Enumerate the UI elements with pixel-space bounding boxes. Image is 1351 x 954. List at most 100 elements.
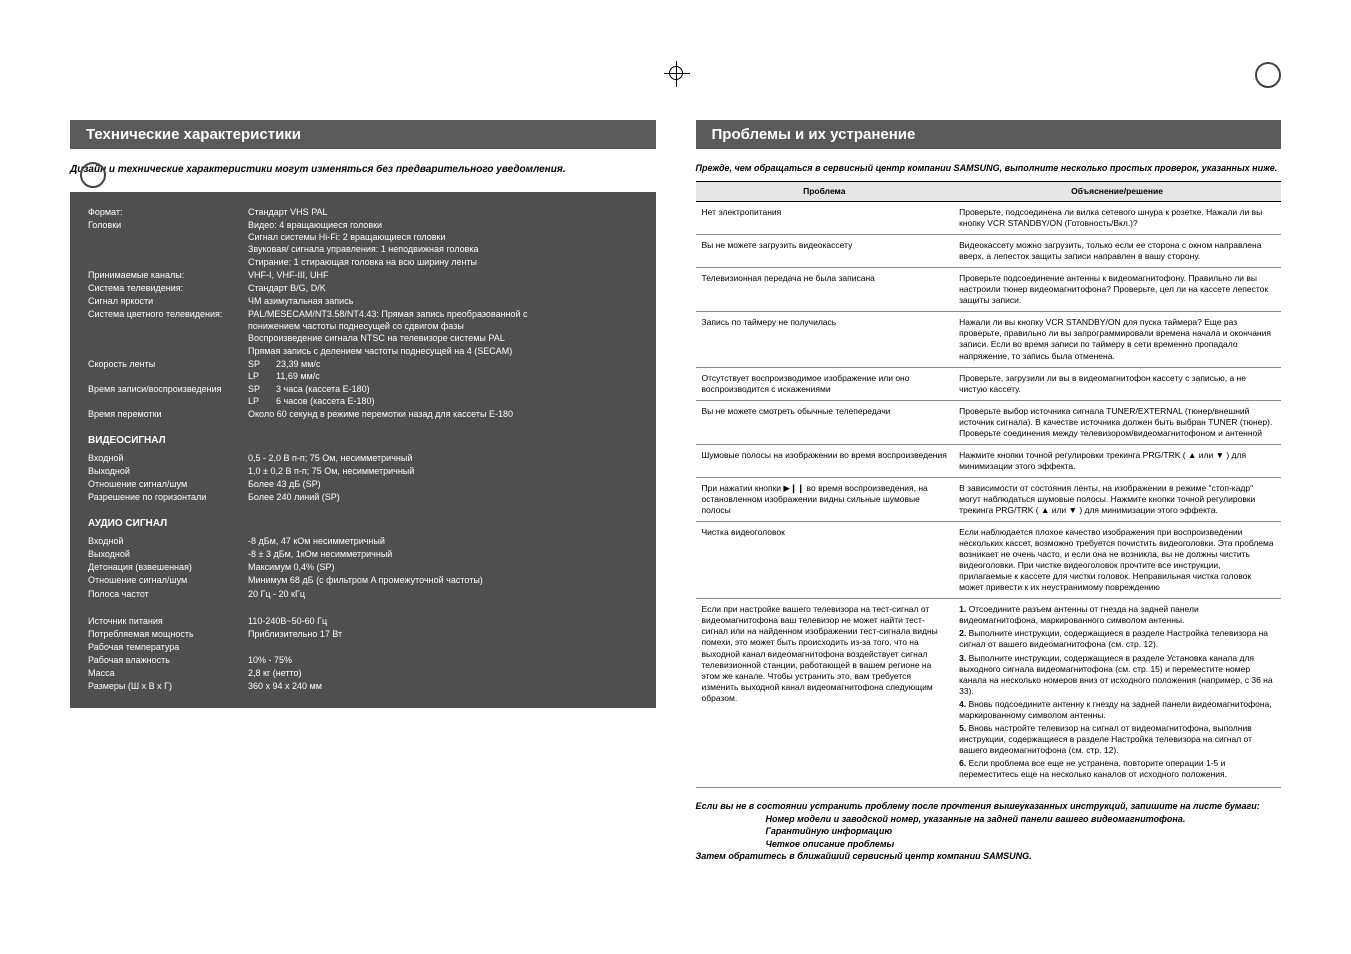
spec-value: 20 Гц - 20 кГц [248, 588, 638, 600]
problem-cell: Вы не можете загрузить видеокассету [696, 235, 954, 268]
problem-cell: Телевизионная передача не была записана [696, 268, 954, 312]
spec-value: Стандарт VHS PAL [248, 206, 638, 218]
solution-cell: Видеокассету можно загрузить, только есл… [953, 235, 1281, 268]
solution-step: 1. Отсоедините разъем антенны от гнезда … [959, 604, 1275, 626]
spec-row: Входной-8 дБм, 47 кОм несимметричный [88, 535, 638, 547]
table-row: Вы не можете загрузить видеокассетуВидео… [696, 235, 1282, 268]
problem-cell: Если при настройке вашего телевизора на … [696, 599, 954, 788]
spec-value: 360 x 94 x 240 мм [248, 680, 638, 692]
specifications-block: Формат:Стандарт VHS PALГоловкиВидео: 4 в… [70, 192, 656, 708]
table-row: Чистка видеоголовокЕсли наблюдается плох… [696, 522, 1282, 599]
spec-row: Размеры (Ш x В x Г)360 x 94 x 240 мм [88, 680, 638, 692]
solution-step: 3. Выполните инструкции, содержащиеся в … [959, 653, 1275, 697]
spec-row: ГоловкиВидео: 4 вращающиеся головкиСигна… [88, 219, 638, 268]
spec-value: 0,5 - 2,0 В п-п; 75 Ом, несимметричный [248, 452, 638, 464]
footer-line-1: Если вы не в состоянии устранить проблем… [696, 800, 1282, 813]
page-spread: Технические характеристики Дизайн и техн… [0, 0, 1351, 903]
spec-label: Масса [88, 667, 248, 679]
problem-cell: Отсутствует воспроизводимое изображение … [696, 367, 954, 400]
spec-value: ЧМ азимутальная запись [248, 295, 638, 307]
solution-cell: Проверьте, подсоединена ли вилка сетевог… [953, 202, 1281, 235]
solution-cell: Если наблюдается плохое качество изображ… [953, 522, 1281, 599]
spec-row: Выходной-8 ± 3 дБм, 1кОм несимметричный [88, 548, 638, 560]
solution-step: 6. Если проблема все еще не устранена, п… [959, 758, 1275, 780]
spec-value: SP3 часа (кассета E-180)LP6 часов (кассе… [248, 383, 638, 407]
spec-row: Потребляемая мощностьПриблизительно 17 В… [88, 628, 638, 640]
spec-row: Рабочая температура [88, 641, 638, 653]
table-row: Телевизионная передача не была записанаП… [696, 268, 1282, 312]
spec-value: Более 240 линий (SP) [248, 491, 638, 503]
problem-cell: Чистка видеоголовок [696, 522, 954, 599]
left-page: Технические характеристики Дизайн и техн… [70, 120, 656, 863]
right-header: Проблемы и их устранение [696, 120, 1282, 149]
spec-label: Отношение сигнал/шум [88, 574, 248, 586]
solution-cell: Проверьте, загрузили ли вы в видеомагнит… [953, 367, 1281, 400]
troubleshoot-intro: Прежде, чем обращаться в сервисный центр… [696, 163, 1282, 173]
spec-label: Выходной [88, 465, 248, 477]
spec-value: Около 60 секунд в режиме перемотки назад… [248, 408, 638, 420]
spec-label: Потребляемая мощность [88, 628, 248, 640]
spec-value: Максимум 0,4% (SP) [248, 561, 638, 573]
problem-cell: Вы не можете смотреть обычные телепереда… [696, 400, 954, 444]
spec-value: Более 43 дБ (SP) [248, 478, 638, 490]
spec-label: Отношение сигнал/шум [88, 478, 248, 490]
solution-cell: В зависимости от состояния ленты, на изо… [953, 477, 1281, 521]
spec-row: Система телевидения:Стандарт B/G, D/K [88, 282, 638, 294]
spec-value: VHF-I, VHF-III, UHF [248, 269, 638, 281]
spec-row: Детонация (взвешенная)Максимум 0,4% (SP) [88, 561, 638, 573]
table-row: Нет электропитанияПроверьте, подсоединен… [696, 202, 1282, 235]
table-row: Вы не можете смотреть обычные телепереда… [696, 400, 1282, 444]
spec-label: Полоса частот [88, 588, 248, 600]
spec-row: Сигнал яркостиЧМ азимутальная запись [88, 295, 638, 307]
spec-label: Разрешение по горизонтали [88, 491, 248, 503]
spec-row: Выходной1,0 ± 0,2 В п-п; 75 Ом, несиммет… [88, 465, 638, 477]
spec-label: Рабочая температура [88, 641, 248, 653]
left-header: Технические характеристики [70, 120, 656, 149]
solution-cell: 1. Отсоедините разъем антенны от гнезда … [953, 599, 1281, 788]
solution-cell: Нажмите кнопки точной регулировки трекин… [953, 444, 1281, 477]
footer-note: Если вы не в состоянии устранить проблем… [696, 800, 1282, 863]
spec-value: 2,8 кг (нетто) [248, 667, 638, 679]
problem-cell: Шумовые полосы на изображении во время в… [696, 444, 954, 477]
spec-value: SP23,39 мм/сLP11,69 мм/с [248, 358, 638, 382]
problem-cell: Запись по таймеру не получилась [696, 312, 954, 367]
footer-item: Четкое описание проблемы [766, 838, 1282, 851]
spec-value: -8 ± 3 дБм, 1кОм несимметричный [248, 548, 638, 560]
spec-label: Формат: [88, 206, 248, 218]
spec-value: -8 дБм, 47 кОм несимметричный [248, 535, 638, 547]
spec-value [248, 641, 638, 653]
spec-row: Масса2,8 кг (нетто) [88, 667, 638, 679]
spec-label: Сигнал яркости [88, 295, 248, 307]
spec-value: 10% - 75% [248, 654, 638, 666]
spec-label: Время перемотки [88, 408, 248, 420]
solution-step: 2. Выполните инструкции, содержащиеся в … [959, 628, 1275, 650]
spec-label: Головки [88, 219, 248, 268]
spec-row: Формат:Стандарт VHS PAL [88, 206, 638, 218]
spec-row: Разрешение по горизонталиБолее 240 линий… [88, 491, 638, 503]
table-row: Отсутствует воспроизводимое изображение … [696, 367, 1282, 400]
problem-cell: При нажатии кнопки ▶❙❙ во время воспроиз… [696, 477, 954, 521]
table-row: Шумовые полосы на изображении во время в… [696, 444, 1282, 477]
spec-label: Размеры (Ш x В x Г) [88, 680, 248, 692]
spec-row: Источник питания110-240В~50-60 Гц [88, 615, 638, 627]
spec-value: PAL/MESECAM/NT3.58/NT4.43: Прямая запись… [248, 308, 638, 357]
spec-row: Отношение сигнал/шумБолее 43 дБ (SP) [88, 478, 638, 490]
spec-label: Входной [88, 452, 248, 464]
troubleshoot-table: Проблема Объяснение/решение Нет электроп… [696, 181, 1282, 788]
table-row: Если при настройке вашего телевизора на … [696, 599, 1282, 788]
footer-item: Гарантийную информацию [766, 825, 1282, 838]
binder-hole-right [1255, 62, 1281, 88]
spec-row: Скорость лентыSP23,39 мм/сLP11,69 мм/с [88, 358, 638, 382]
spec-value: 1,0 ± 0,2 В п-п; 75 Ом, несимметричный [248, 465, 638, 477]
right-page: Проблемы и их устранение Прежде, чем обр… [696, 120, 1282, 863]
solution-step: 5. Вновь настройте телевизор на сигнал о… [959, 723, 1275, 756]
spec-value: Видео: 4 вращающиеся головкиСигнал систе… [248, 219, 638, 268]
spec-label: Выходной [88, 548, 248, 560]
spec-row: Время перемоткиОколо 60 секунд в режиме … [88, 408, 638, 420]
spec-row: Полоса частот20 Гц - 20 кГц [88, 588, 638, 600]
spec-label: Детонация (взвешенная) [88, 561, 248, 573]
col-problem: Проблема [696, 182, 954, 202]
spec-row: Принимаемые каналы:VHF-I, VHF-III, UHF [88, 269, 638, 281]
solution-cell: Проверьте выбор источника сигнала TUNER/… [953, 400, 1281, 444]
spec-row: Время записи/воспроизведенияSP3 часа (ка… [88, 383, 638, 407]
